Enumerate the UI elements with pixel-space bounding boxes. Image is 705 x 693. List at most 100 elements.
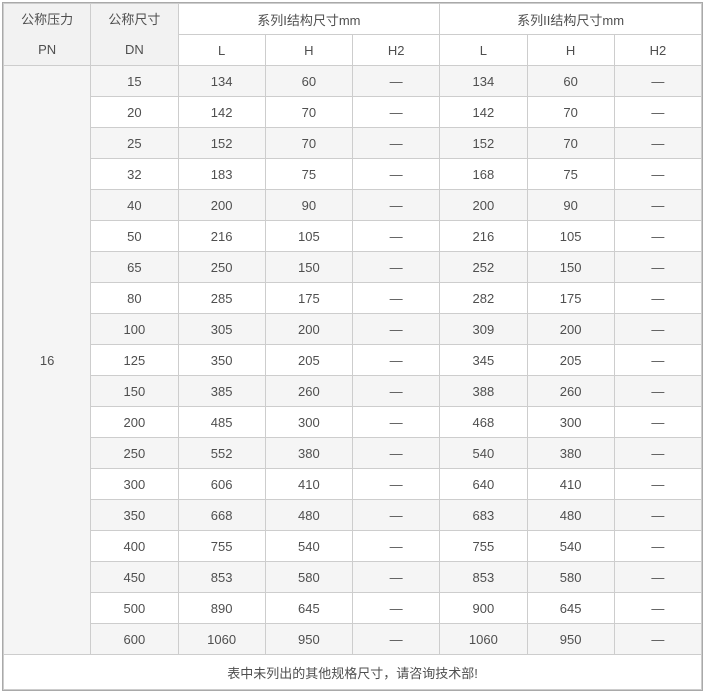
dimension-cell: 142 [177, 96, 266, 128]
header-pn-label: PN [38, 41, 57, 57]
dimension-cell: 309 [439, 313, 528, 345]
header-nominal-size: 公称尺寸 DN [90, 3, 179, 66]
dimension-cell: 580 [264, 561, 354, 593]
dimension-cell: 645 [264, 592, 354, 624]
dimension-cell: — [351, 592, 441, 624]
header-nominal-pressure: 公称压力 PN [2, 3, 92, 66]
table-header: 公称压力 PN 公称尺寸 DN 系列I结构尺寸mm 系列II结构尺寸mm L H… [2, 3, 703, 66]
dimension-cell: 60 [526, 65, 615, 97]
dn-cell: 125 [90, 344, 179, 376]
dimension-cell: 75 [526, 158, 615, 190]
dimension-cell: 70 [264, 96, 354, 128]
table-row: 600 1060 950—1060 950— [4, 623, 703, 655]
dimension-cell: 580 [526, 561, 615, 593]
dn-cell: 350 [90, 499, 179, 531]
dimension-cell: 175 [526, 282, 615, 314]
dimension-cell: — [613, 220, 703, 252]
dimension-cell: — [613, 189, 703, 221]
dimension-cell: — [351, 65, 441, 97]
dimension-cell: — [351, 499, 441, 531]
dimension-cell: — [613, 65, 703, 97]
header-series2-group: 系列II结构尺寸mm [439, 3, 702, 35]
dimension-cell: — [613, 406, 703, 438]
dimension-cell: 645 [526, 592, 615, 624]
table-row: 100 305 200—309 200— [4, 313, 703, 345]
dimension-cell: 305 [177, 313, 266, 345]
table-footer: 表中未列出的其他规格尺寸，请咨询技术部! [3, 654, 702, 690]
dimension-cell: 150 [264, 251, 354, 283]
dimension-cell: 134 [439, 65, 528, 97]
dn-cell: 15 [90, 65, 179, 97]
dimension-cell: 75 [264, 158, 354, 190]
dimension-cell: — [351, 189, 441, 221]
dimension-cell: 175 [264, 282, 354, 314]
dimension-cell: 205 [526, 344, 615, 376]
table-row: 200 485 300—468 300— [4, 406, 703, 438]
dimension-cell: 388 [439, 375, 528, 407]
header-series2-h2: H2 [613, 34, 703, 66]
dimension-cell: 150 [526, 251, 615, 283]
dimension-cell: 755 [177, 530, 266, 562]
dimension-cell: 183 [177, 158, 266, 190]
table-row: 40 200 90—200 90— [4, 189, 703, 221]
table-row: 16 15 134 60—134 60— [2, 65, 703, 655]
dimension-cell: — [613, 468, 703, 500]
dimension-cell: — [613, 530, 703, 562]
table-row: 150 385 260—388 260— [4, 375, 703, 407]
table-row: 125 350 205—345 205— [4, 344, 703, 376]
dimension-cell: — [351, 468, 441, 500]
dn-cell: 50 [90, 220, 179, 252]
dn-cell: 600 [90, 623, 179, 655]
header-dn-label: DN [124, 41, 144, 57]
dimension-cell: — [351, 282, 441, 314]
header-nominal-pressure-label: 公称压力 [21, 11, 74, 27]
dimension-cell: 540 [526, 530, 615, 562]
dimension-cell: 90 [264, 189, 354, 221]
dimension-cell: — [613, 561, 703, 593]
dimension-cell: — [613, 96, 703, 128]
header-series1-h: H [264, 34, 354, 66]
table-row: 20 142 70—142 70— [4, 96, 703, 128]
table-row: 80 285 175—282 175— [4, 282, 703, 314]
dimension-cell: 1060 [439, 623, 528, 655]
footer-row: 表中未列出的其他规格尺寸，请咨询技术部! [3, 654, 702, 690]
header-nominal-size-label: 公称尺寸 [108, 11, 161, 27]
dimension-cell: — [613, 282, 703, 314]
table-row: 50 216 105—216 105— [4, 220, 703, 252]
dimension-cell: 385 [177, 375, 266, 407]
dn-cell: 65 [90, 251, 179, 283]
dimension-cell: 380 [526, 437, 615, 469]
dimension-cell: 552 [177, 437, 266, 469]
dimension-cell: 168 [439, 158, 528, 190]
dimension-cell: 152 [439, 127, 528, 159]
dimension-cell: — [613, 375, 703, 407]
dimension-cell: 260 [264, 375, 354, 407]
dimension-cell: — [351, 158, 441, 190]
dn-cell: 25 [90, 127, 179, 159]
dimension-cell: 60 [264, 65, 354, 97]
dimension-cell: 216 [439, 220, 528, 252]
header-series2-h: H [526, 34, 615, 66]
dn-cell: 400 [90, 530, 179, 562]
header-series1-group: 系列I结构尺寸mm [177, 3, 441, 35]
dn-cell: 20 [90, 96, 179, 128]
dn-cell: 100 [90, 313, 179, 345]
dimension-cell: 950 [526, 623, 615, 655]
dimension-cell: — [613, 437, 703, 469]
dimension-cell: 260 [526, 375, 615, 407]
dimension-cell: — [351, 251, 441, 283]
dimension-cell: — [351, 220, 441, 252]
dimension-cell: 540 [264, 530, 354, 562]
dimension-cell: 90 [526, 189, 615, 221]
table-row: 450 853 580—853 580— [4, 561, 703, 593]
dimension-cell: — [351, 623, 441, 655]
header-row-subcolumns: L H H2 L H H2 [4, 34, 703, 66]
dimension-cell: — [613, 251, 703, 283]
dimension-cell: 300 [264, 406, 354, 438]
dimension-cell: 300 [526, 406, 615, 438]
dimension-cell: — [613, 313, 703, 345]
dimension-cell: 105 [264, 220, 354, 252]
dimension-cell: 345 [439, 344, 528, 376]
dimension-cell: 853 [439, 561, 528, 593]
dimension-cell: 252 [439, 251, 528, 283]
